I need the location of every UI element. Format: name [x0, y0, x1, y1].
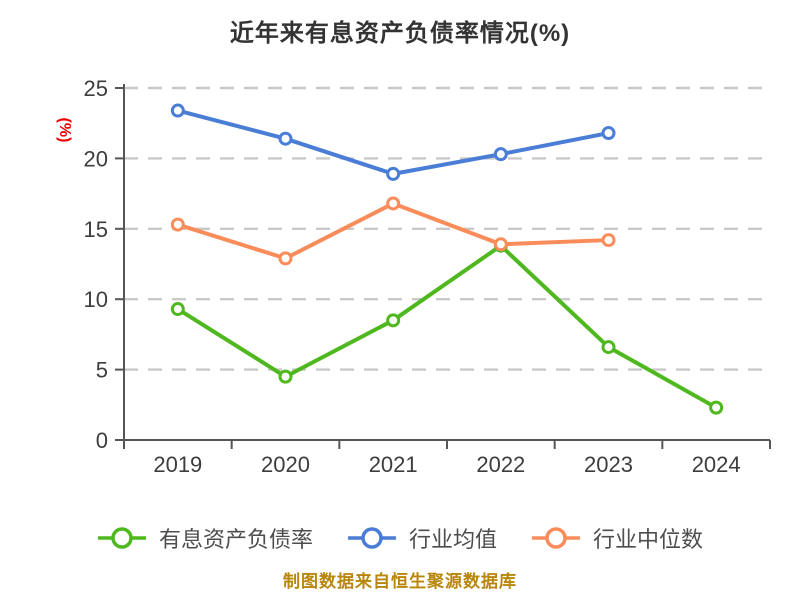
legend-label: 行业中位数 [593, 527, 704, 552]
data-point [493, 147, 508, 162]
y-tick-label: 0 [96, 428, 108, 453]
legend-item-industry-median[interactable]: 行业中位数 [531, 522, 703, 554]
series-line [175, 201, 611, 261]
legend-label: 行业均值 [408, 527, 497, 552]
data-point [601, 126, 616, 141]
legend-line-marker-icon [97, 527, 146, 549]
series-行业中位数 [170, 196, 616, 266]
data-point [170, 217, 185, 232]
y-axis-unit-label: (%) [56, 118, 73, 143]
x-tick-label: 2023 [584, 452, 633, 477]
legend-label: 有息资产负债率 [158, 527, 313, 552]
series-line [175, 243, 719, 410]
legend-line-marker-icon [532, 527, 580, 549]
data-point [386, 313, 401, 328]
series-有息资产负债率 [170, 238, 724, 415]
data-point [386, 166, 401, 181]
y-tick-label: 25 [84, 76, 108, 101]
legend-item-industry-mean[interactable]: 行业均值 [347, 522, 497, 554]
y-tick-label: 10 [84, 287, 108, 312]
data-point [278, 369, 293, 384]
axes [115, 84, 771, 449]
data-point [278, 131, 293, 146]
legend-line-marker-icon [347, 527, 396, 549]
y-tick-labels: 0 5 10 15 20 25 [84, 76, 108, 453]
data-point [386, 196, 401, 211]
x-tick-label: 2022 [476, 452, 525, 477]
data-point [601, 340, 616, 355]
series-行业均值 [170, 103, 616, 181]
gridlines [124, 86, 770, 371]
data-point [278, 251, 293, 266]
x-tick-label: 2021 [369, 452, 418, 477]
legend-item-interest-bearing-debt-ratio[interactable]: 有息资产负债率 [97, 522, 313, 554]
data-point [601, 233, 616, 248]
x-tick-label: 2020 [261, 452, 310, 477]
x-tick-labels: 2019 2020 2021 2022 2023 2024 [153, 452, 740, 477]
x-tick-label: 2019 [153, 452, 202, 477]
data-source-note: 制图数据来自恒生聚源数据库 [283, 572, 517, 591]
y-tick-label: 15 [84, 217, 108, 242]
data-point [170, 103, 185, 118]
data-point [170, 302, 185, 317]
chart-title: 近年来有息资产负债率情况(%) [229, 20, 571, 47]
y-tick-label: 5 [96, 358, 108, 383]
data-point [493, 237, 508, 252]
data-point [709, 400, 724, 415]
legend: 有息资产负债率 行业均值 行业中位数 [0, 517, 800, 559]
series-line [175, 108, 611, 176]
y-tick-label: 20 [84, 146, 108, 171]
x-tick-label: 2024 [692, 452, 741, 477]
